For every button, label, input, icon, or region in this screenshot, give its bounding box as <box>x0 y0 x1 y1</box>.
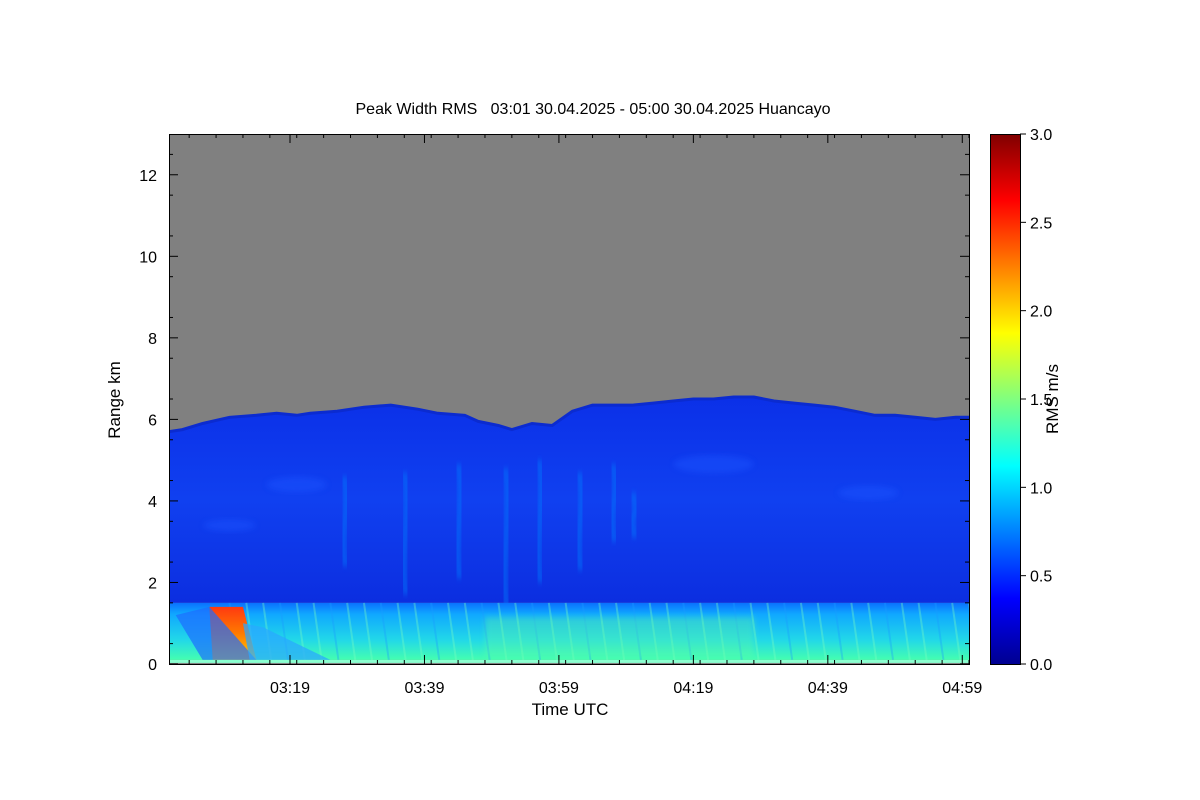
x-tick-label: 03:39 <box>404 680 444 697</box>
x-axis-title: Time UTC <box>532 700 609 719</box>
convective-plume-1 <box>401 471 410 596</box>
x-tick-label: 04:19 <box>673 680 713 697</box>
bl-streak <box>934 602 945 661</box>
bl-streak <box>867 602 878 661</box>
y-tick-label: 12 <box>139 168 157 185</box>
x-axis: 03:19 03:39 03:59 04:19 04:39 04:59 <box>188 134 982 697</box>
bl-streak <box>396 602 407 661</box>
y-tick-label: 4 <box>148 494 157 511</box>
bl-streak <box>883 602 895 661</box>
bl-streak <box>463 602 474 661</box>
y-tick-label: 6 <box>148 412 157 429</box>
bl-streak <box>430 602 441 661</box>
cloud-texture-1 <box>673 455 754 474</box>
convective-plume-0 <box>340 475 349 567</box>
y-axis: 0 2 4 6 8 10 12 <box>139 153 969 674</box>
bl-streak <box>968 602 970 618</box>
cloud-texture-3 <box>203 519 256 532</box>
bl-streak <box>783 602 794 661</box>
colorbar-gradient <box>990 134 1020 665</box>
speckle-region-right <box>242 623 331 660</box>
x-tick-label: 04:39 <box>808 680 848 697</box>
colorbar-tick-label: 3.0 <box>1030 127 1052 144</box>
x-tick-label: 04:59 <box>942 680 982 697</box>
bl-streak <box>447 602 458 661</box>
colorbar-tick-label: 0.5 <box>1030 569 1052 586</box>
y-tick-label: 8 <box>148 331 157 348</box>
colorbar-tick-label: 2.0 <box>1030 304 1052 321</box>
bl-streak <box>951 602 962 661</box>
bl-bright-zone <box>484 617 754 658</box>
y-axis-title: Range km <box>105 361 124 438</box>
convective-plume-6 <box>609 463 618 543</box>
chart-title: Peak Width RMS 03:01 30.04.2025 - 05:00 … <box>356 101 831 118</box>
bl-streak <box>749 602 760 661</box>
x-tick-label: 03:59 <box>539 680 579 697</box>
bl-streak <box>346 602 357 661</box>
speckle-region-left <box>175 606 257 660</box>
bl-streak <box>799 602 810 661</box>
upper-cloud-region <box>169 397 969 603</box>
colorbar-tick-label: 2.5 <box>1030 215 1052 232</box>
cloud-texture-2 <box>838 485 899 500</box>
heatmap-layers <box>169 395 970 663</box>
colorbar-tick-label: 1.5 <box>1030 392 1052 409</box>
colorbar-ticks: 0.0 0.5 1.0 1.5 2.0 2.5 3.0 <box>1020 127 1052 674</box>
convective-plume-5 <box>576 471 585 571</box>
convective-plume-3 <box>502 467 511 608</box>
cloud-texture-0 <box>266 476 327 493</box>
colorbar-title: RMS m/s <box>1043 364 1062 434</box>
colorbar-tick-label: 1.0 <box>1030 480 1052 497</box>
bl-streak <box>362 602 374 661</box>
convective-plume-2 <box>455 463 464 579</box>
bl-streak <box>312 602 323 661</box>
convective-plume-4 <box>535 459 544 583</box>
y-tick-label: 10 <box>139 249 157 266</box>
bl-streak <box>833 602 844 661</box>
colorbar-tick-label: 0.0 <box>1030 657 1052 674</box>
bl-streak <box>850 602 861 661</box>
bl-streak <box>379 602 390 661</box>
bl-streak <box>900 602 911 661</box>
colorbar: 0.0 0.5 1.0 1.5 2.0 2.5 3.0 RMS m/s <box>990 127 1062 674</box>
x-tick-label: 03:19 <box>270 680 310 697</box>
bl-streak <box>816 602 827 661</box>
bl-streak <box>917 602 928 661</box>
bl-streak <box>413 602 424 661</box>
echo-top-edge <box>169 395 969 434</box>
bl-streak <box>766 602 777 661</box>
convective-plume-7 <box>629 492 638 539</box>
bl-streak <box>329 602 340 661</box>
y-tick-label: 0 <box>148 657 157 674</box>
ground-line <box>169 659 969 663</box>
y-tick-label: 2 <box>148 575 157 592</box>
